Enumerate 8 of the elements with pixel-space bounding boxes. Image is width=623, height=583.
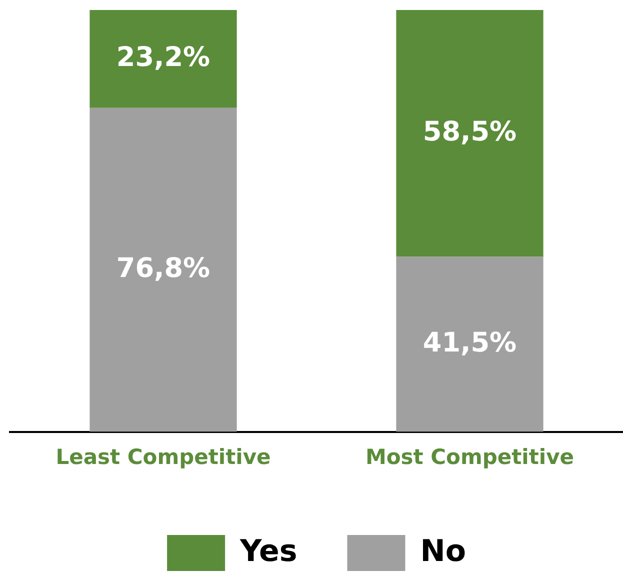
data-label: 58,5%: [422, 116, 517, 148]
x-tick-label: Least Competitive: [56, 444, 271, 469]
x-tick-label: Most Competitive: [365, 444, 574, 469]
data-label: 41,5%: [422, 327, 517, 358]
data-label: 76,8%: [116, 252, 210, 284]
legend-label: No: [420, 534, 466, 569]
data-label: 23,2%: [116, 42, 210, 73]
legend-label: Yes: [239, 534, 298, 569]
